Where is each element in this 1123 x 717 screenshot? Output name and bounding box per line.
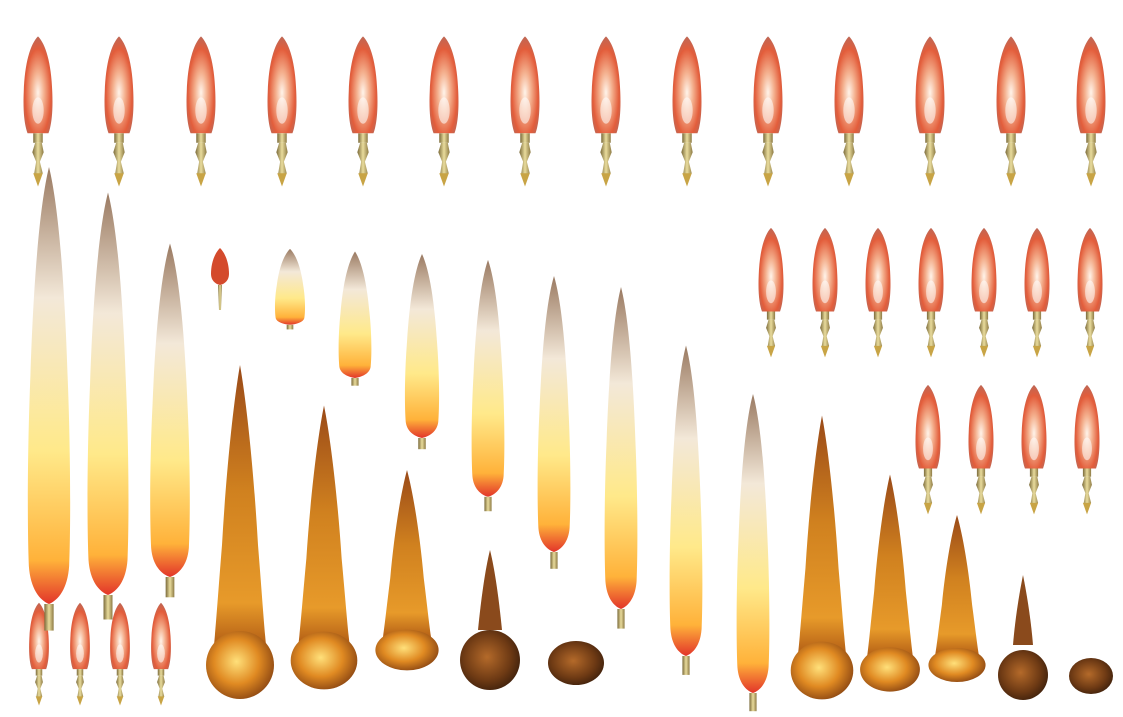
fire-burst-icon xyxy=(1069,658,1113,694)
glow-missile-icon xyxy=(186,36,216,187)
glow-missile-icon xyxy=(996,36,1026,187)
glow-missile-icon xyxy=(1024,227,1050,358)
fire-burst-icon xyxy=(206,365,274,699)
flame-trail-icon xyxy=(150,243,190,598)
flame-trail-icon xyxy=(274,248,306,330)
glow-missile-icon xyxy=(918,227,944,358)
glow-missile-icon xyxy=(110,602,130,706)
glow-missile-icon xyxy=(70,602,90,706)
flame-trail-icon xyxy=(669,345,703,675)
glow-missile-icon xyxy=(151,602,171,706)
fire-burst-icon xyxy=(548,641,604,685)
glow-missile-icon xyxy=(104,36,134,187)
idle-glow-grid-medium xyxy=(758,227,1103,515)
glow-missile-icon xyxy=(812,227,838,358)
glow-missile-icon xyxy=(753,36,783,187)
glow-missile-icon xyxy=(1077,227,1103,358)
flame-trail-icon xyxy=(404,254,440,450)
glow-missile-icon xyxy=(915,384,941,515)
fire-burst-icon xyxy=(998,575,1048,700)
glow-missile-icon xyxy=(758,227,784,358)
glow-missile-icon xyxy=(348,36,378,187)
flame-trail-icon xyxy=(338,251,372,386)
glow-missile-icon xyxy=(267,36,297,187)
glow-missile-icon xyxy=(510,36,540,187)
glow-missile-icon xyxy=(23,36,53,187)
glow-missile-icon xyxy=(865,227,891,358)
glow-missile-icon xyxy=(1076,36,1106,187)
flame-trail-icon xyxy=(211,248,229,310)
flame-trail-icon xyxy=(736,394,770,712)
flame-trail-icon xyxy=(87,192,129,620)
flame-trail-icon xyxy=(537,276,571,569)
fire-burst-icon xyxy=(290,405,358,690)
idle-glow-row-large xyxy=(23,36,1106,187)
glow-missile-icon xyxy=(672,36,702,187)
flame-trail-icon xyxy=(27,166,71,631)
glow-missile-icon xyxy=(1074,384,1100,515)
fire-burst-icon xyxy=(928,515,986,682)
fire-burst-icon xyxy=(860,474,920,692)
glow-missile-icon xyxy=(591,36,621,187)
glow-missile-icon xyxy=(1021,384,1047,515)
glow-missile-icon xyxy=(834,36,864,187)
burning-trail-fade-b xyxy=(790,415,1113,700)
flame-trail-icon xyxy=(471,259,505,512)
launch-flame-trail xyxy=(27,166,770,712)
glow-missile-icon xyxy=(968,384,994,515)
glow-missile-icon xyxy=(429,36,459,187)
fire-burst-icon xyxy=(790,415,854,700)
glow-missile-icon xyxy=(915,36,945,187)
glow-missile-icon xyxy=(971,227,997,358)
fire-burst-icon xyxy=(460,550,520,690)
burning-trail-fade-a xyxy=(206,365,604,699)
flame-trail-icon xyxy=(604,287,638,629)
fire-burst-icon xyxy=(375,470,439,671)
